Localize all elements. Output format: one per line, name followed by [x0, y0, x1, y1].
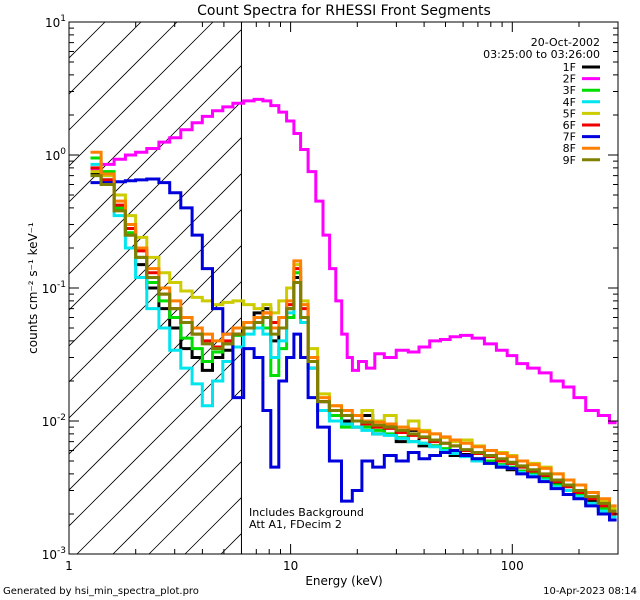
legend-label-2F: 2F [563, 73, 576, 86]
y-axis-title: counts cm⁻² s⁻¹ keV⁻¹ [26, 222, 40, 354]
y-tick-label: 10-1 [42, 280, 66, 296]
legend-label-7F: 7F [563, 131, 576, 144]
series-line-8F [90, 150, 617, 508]
y-tick-labels: 101 100 10-1 10-2 10-3 [42, 14, 67, 562]
legend-label-1F: 1F [563, 61, 576, 74]
series-line-7F [90, 177, 617, 522]
legend-label-8F: 8F [563, 142, 576, 155]
y-tick-label: 10-3 [42, 546, 66, 562]
x-tick-label: 1 [65, 559, 73, 573]
annotation-attenuator: Att A1, FDecim 2 [249, 518, 342, 531]
legend-label-4F: 4F [563, 96, 576, 109]
y-tick-label: 10-2 [42, 413, 66, 429]
tick-marks [68, 21, 619, 555]
axis-ticks [68, 21, 619, 555]
series-line-2F [90, 97, 617, 425]
legend-label-5F: 5F [563, 107, 576, 120]
series-lines [90, 97, 617, 522]
legend-label-9F: 9F [563, 154, 576, 167]
legend-label-3F: 3F [563, 84, 576, 97]
footer-generated-by: Generated by hsi_min_spectra_plot.pro [3, 586, 199, 597]
time-range-label: 03:25:00 to 03:26:00 [483, 48, 600, 61]
x-axis-title: Energy (keV) [305, 574, 382, 588]
chart-title: Count Spectra for RHESSI Front Segments [197, 3, 491, 19]
annotation-background: Includes Background [249, 506, 364, 519]
y-tick-label: 100 [45, 147, 66, 163]
x-tick-label: 100 [501, 559, 524, 573]
excluded-energy-region [69, 22, 242, 554]
y-tick-label: 101 [45, 14, 66, 30]
legend-label-6F: 6F [563, 119, 576, 132]
date-label: 20-Oct-2002 [531, 36, 600, 49]
series-line-9F [90, 174, 617, 513]
hatch-lines [69, 22, 242, 554]
x-tick-label: 10 [283, 559, 298, 573]
footer-timestamp: 10-Apr-2023 08:14 [543, 586, 637, 597]
x-tick-labels: 1 10 100 [65, 559, 524, 573]
